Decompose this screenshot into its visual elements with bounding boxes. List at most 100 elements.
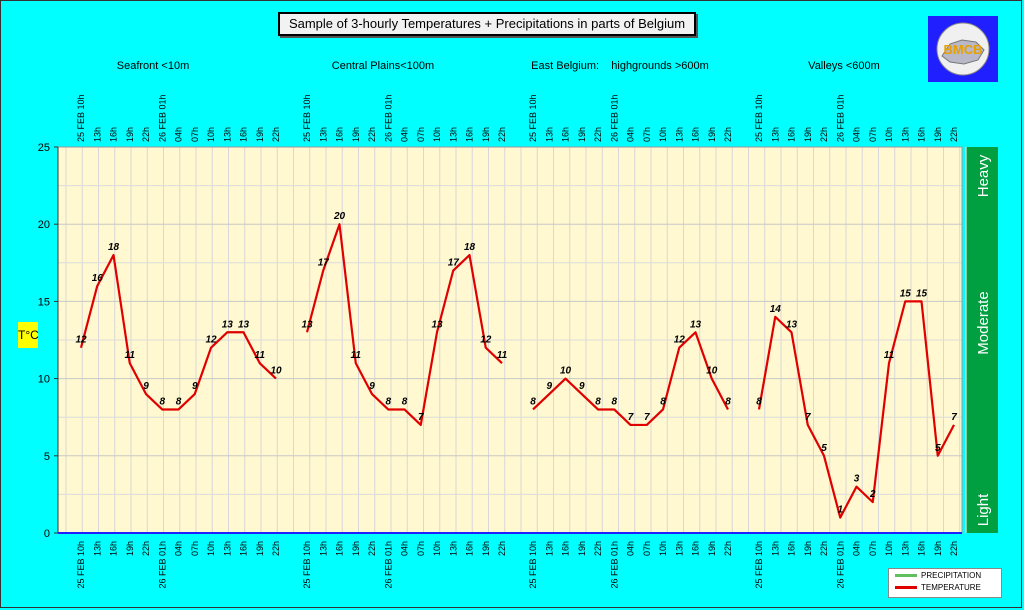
y-tick-label: 0 (44, 528, 50, 540)
data-label: 20 (333, 211, 346, 222)
precipitation-scale-label: Heavy (975, 154, 992, 197)
data-label: 9 (579, 381, 585, 392)
x-tick-label-top: 13h (674, 127, 684, 142)
x-tick-label-bottom: 07h (642, 541, 652, 556)
panel-title: East Belgium: highgrounds >600m (531, 60, 709, 72)
data-label: 15 (916, 288, 928, 299)
x-tick-label-top: 22h (141, 127, 151, 142)
x-tick-label-bottom: 19h (577, 541, 587, 556)
data-label: 18 (108, 242, 120, 253)
logo-text: BMCB (944, 42, 983, 57)
data-label: 3 (854, 474, 860, 485)
data-label: 13 (222, 319, 234, 330)
data-label: 9 (369, 381, 375, 392)
precipitation-scale-label: Light (975, 493, 992, 526)
x-tick-label-bottom: 10h (658, 541, 668, 556)
x-tick-label-bottom: 13h (544, 541, 554, 556)
x-tick-label-top: 25 FEB 10h (528, 94, 538, 142)
x-tick-label-top: 10h (658, 127, 668, 142)
x-tick-label-bottom: 25 FEB 10h (302, 541, 312, 589)
x-tick-label-top: 25 FEB 10h (754, 94, 764, 142)
legend-label-precipitation: PRECIPITATION (921, 571, 982, 580)
data-label: 8 (660, 396, 666, 407)
x-tick-label-top: 19h (351, 127, 361, 142)
legend-item-temperature: TEMPERATURE (895, 583, 981, 593)
data-label: 8 (530, 396, 536, 407)
x-tick-label-bottom: 25 FEB 10h (754, 541, 764, 589)
data-label: 8 (402, 396, 408, 407)
data-label: 10 (560, 366, 572, 377)
precipitation-scale-bar (966, 147, 998, 533)
data-label: 11 (884, 350, 895, 361)
temperature-series-line (532, 331, 729, 427)
x-tick-label-top: 16h (335, 127, 345, 142)
y-tick-label: 25 (38, 142, 50, 154)
x-tick-label-bottom: 16h (917, 541, 927, 556)
x-tick-label-top: 13h (770, 127, 780, 142)
data-label: 9 (143, 381, 149, 392)
x-tick-label-bottom: 10h (206, 541, 216, 556)
x-tick-label-bottom: 26 FEB 01h (383, 541, 393, 589)
x-tick-label-bottom: 16h (465, 541, 475, 556)
chart-title: Sample of 3-hourly Temperatures + Precip… (278, 12, 696, 36)
x-tick-label-top: 04h (400, 127, 410, 142)
legend: PRECIPITATION TEMPERATURE (888, 568, 1002, 598)
x-tick-label-bottom: 07h (868, 541, 878, 556)
x-tick-label-top: 16h (787, 127, 797, 142)
logo-icon: BMCB (936, 22, 990, 76)
x-tick-label-top: 19h (933, 127, 943, 142)
temperature-series-line (757, 300, 955, 519)
x-tick-label-bottom: 04h (626, 541, 636, 556)
temperature-series-line (305, 223, 503, 427)
x-tick-label-bottom: 16h (691, 541, 701, 556)
x-tick-label-bottom: 13h (674, 541, 684, 556)
x-tick-label-top: 10h (206, 127, 216, 142)
panel-title: Central Plains<100m (332, 60, 434, 72)
x-tick-label-bottom: 16h (787, 541, 797, 556)
x-tick-label-bottom: 19h (255, 541, 265, 556)
data-label: 8 (159, 396, 165, 407)
x-tick-label-top: 13h (544, 127, 554, 142)
x-tick-label-top: 07h (868, 127, 878, 142)
x-tick-label-bottom: 16h (239, 541, 249, 556)
data-label: 2 (869, 489, 876, 500)
x-tick-label-bottom: 22h (593, 541, 603, 556)
x-tick-label-bottom: 22h (819, 541, 829, 556)
x-tick-label-top: 13h (92, 127, 102, 142)
data-label: 8 (595, 396, 601, 407)
x-tick-label-top: 04h (626, 127, 636, 142)
x-tick-label-top: 16h (917, 127, 927, 142)
panel-title: Valleys <600m (808, 60, 880, 72)
data-label: 11 (497, 350, 508, 361)
x-tick-label-bottom: 13h (900, 541, 910, 556)
data-label: 9 (546, 381, 552, 392)
x-tick-label-bottom: 13h (222, 541, 232, 556)
x-tick-label-bottom: 25 FEB 10h (76, 541, 86, 589)
x-tick-label-bottom: 10h (432, 541, 442, 556)
x-tick-label-bottom: 13h (448, 541, 458, 556)
y-axis-label: T°C (18, 322, 39, 348)
data-label: 13 (431, 319, 443, 330)
data-label: 7 (805, 412, 811, 423)
x-tick-label-top: 13h (900, 127, 910, 142)
x-tick-label-bottom: 19h (933, 541, 943, 556)
x-tick-label-top: 16h (239, 127, 249, 142)
x-tick-label-top: 26 FEB 01h (383, 94, 393, 142)
data-label: 8 (385, 396, 391, 407)
legend-item-precipitation: PRECIPITATION (895, 571, 981, 581)
x-tick-label-top: 22h (497, 127, 507, 142)
x-tick-label-top: 07h (190, 127, 200, 142)
x-tick-label-top: 16h (561, 127, 571, 142)
x-tick-label-top: 19h (577, 127, 587, 142)
data-label: 12 (205, 335, 217, 346)
data-label: 8 (756, 396, 762, 407)
data-label: 16 (92, 273, 104, 284)
x-tick-label-top: 22h (949, 127, 959, 142)
x-tick-label-bottom: 10h (884, 541, 894, 556)
x-tick-label-bottom: 04h (852, 541, 862, 556)
x-tick-label-top: 22h (367, 127, 377, 142)
x-tick-label-bottom: 26 FEB 01h (835, 541, 845, 589)
y-tick-label: 20 (38, 219, 50, 231)
x-tick-label-top: 19h (707, 127, 717, 142)
x-tick-label-top: 07h (642, 127, 652, 142)
